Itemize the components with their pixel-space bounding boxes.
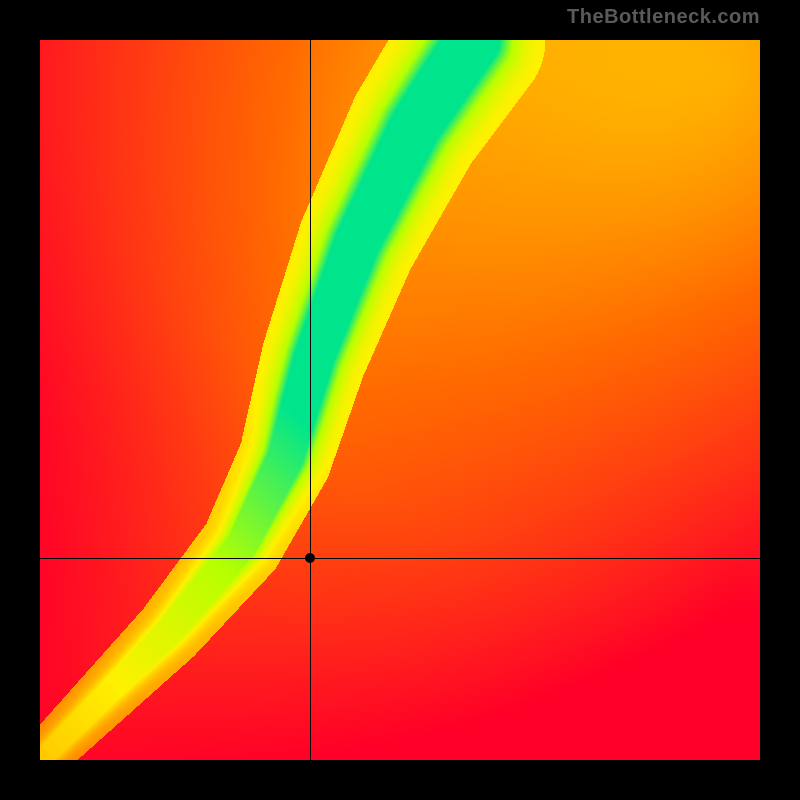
plot-area: [40, 40, 760, 760]
crosshair-vertical: [310, 40, 311, 760]
crosshair-horizontal: [40, 558, 760, 559]
watermark-text: TheBottleneck.com: [567, 6, 760, 29]
data-point-dot: [305, 553, 315, 563]
heatmap-canvas: [40, 40, 760, 760]
chart-frame: TheBottleneck.com: [0, 0, 800, 800]
